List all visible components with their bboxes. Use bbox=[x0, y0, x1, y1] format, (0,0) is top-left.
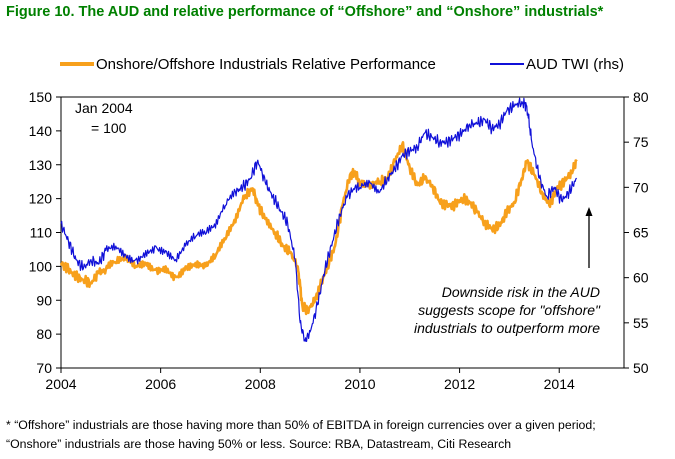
y-right-tick-label-80: 80 bbox=[633, 89, 649, 105]
y-left-tick-label-70: 70 bbox=[36, 360, 52, 376]
y-left-tick-label-80: 80 bbox=[36, 326, 52, 342]
series-line-relative-performance bbox=[59, 141, 578, 316]
y-right-tick-label-65: 65 bbox=[633, 225, 649, 241]
footnote-line-1: * “Offshore” industrials are those havin… bbox=[6, 418, 596, 432]
x-tick-label-2008: 2008 bbox=[245, 376, 276, 392]
annotation-base-line-2: = 100 bbox=[91, 120, 127, 136]
annotation-risk-line-2: suggests scope for "offshore" bbox=[418, 302, 601, 318]
y-right-tick-label-70: 70 bbox=[633, 179, 649, 195]
annotation-arrowhead bbox=[585, 207, 593, 216]
annotation-base-line-1: Jan 2004 bbox=[75, 100, 133, 116]
annotation-risk-line-1: Downside risk in the AUD bbox=[442, 284, 600, 300]
legend-label-aud-twi: AUD TWI (rhs) bbox=[526, 56, 624, 73]
y-axis-right: 50 55 60 65 70 75 80 bbox=[624, 89, 649, 376]
chart: Onshore/Offshore Industrials Relative Pe… bbox=[29, 56, 649, 392]
y-left-tick-label-90: 90 bbox=[36, 292, 52, 308]
x-axis: 2004 2006 2008 2010 2012 2014 bbox=[45, 368, 575, 392]
x-tick-label-2010: 2010 bbox=[344, 376, 375, 392]
series-layer bbox=[59, 97, 578, 342]
legend-label-relative-performance: Onshore/Offshore Industrials Relative Pe… bbox=[96, 56, 436, 73]
y-axis-left: 70 80 90 100 110 120 130 140 150 bbox=[29, 89, 61, 376]
y-left-tick-label-120: 120 bbox=[29, 191, 53, 207]
y-left-tick-label-150: 150 bbox=[29, 89, 53, 105]
y-right-tick-label-75: 75 bbox=[633, 134, 649, 150]
y-left-tick-label-140: 140 bbox=[29, 123, 53, 139]
y-left-tick-label-110: 110 bbox=[30, 225, 53, 241]
y-right-tick-label-55: 55 bbox=[633, 315, 649, 331]
series-line-aud-twi bbox=[60, 97, 578, 342]
footnote-line-2: “Onshore” industrials are those having 5… bbox=[6, 437, 512, 451]
annotation-base: Jan 2004 = 100 bbox=[75, 100, 133, 136]
y-right-tick-label-60: 60 bbox=[633, 270, 649, 286]
x-tick-label-2012: 2012 bbox=[444, 376, 475, 392]
y-left-tick-label-100: 100 bbox=[29, 258, 53, 274]
x-tick-label-2006: 2006 bbox=[145, 376, 176, 392]
footnote: * “Offshore” industrials are those havin… bbox=[6, 416, 671, 454]
annotation-risk-line-3: industrials to outperform more bbox=[414, 320, 600, 336]
x-tick-label-2014: 2014 bbox=[544, 376, 575, 392]
x-tick-label-2004: 2004 bbox=[45, 376, 76, 392]
figure-title: Figure 10. The AUD and relative performa… bbox=[6, 4, 604, 20]
y-right-tick-label-50: 50 bbox=[633, 360, 649, 376]
annotation-risk: Downside risk in the AUD suggests scope … bbox=[414, 207, 601, 336]
legend: Onshore/Offshore Industrials Relative Pe… bbox=[60, 56, 624, 73]
y-left-tick-label-130: 130 bbox=[29, 157, 53, 173]
